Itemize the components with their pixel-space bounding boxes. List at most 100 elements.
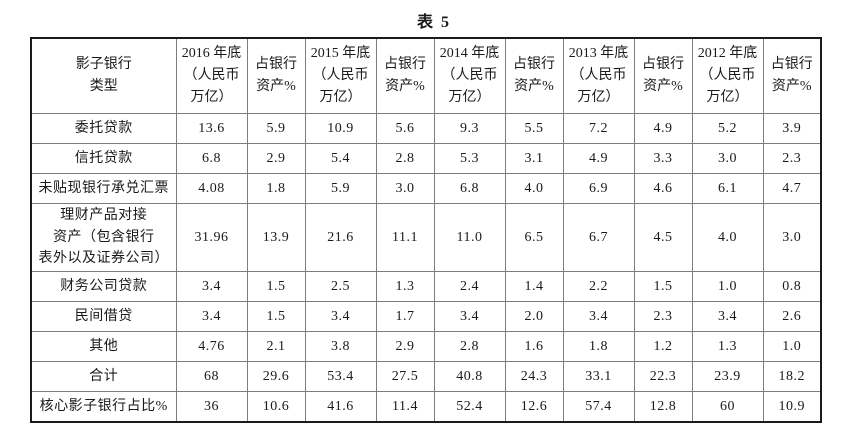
table-header-row: 影子银行 类型 2016 年底 （人民币 万亿） 占银行 资产% 2015 年底 （人… [30, 37, 822, 114]
data-cell: 4.76 [175, 331, 248, 363]
data-cell: 4.0 [504, 173, 564, 204]
data-cell: 3.0 [375, 173, 435, 204]
data-cell: 3.4 [562, 301, 635, 333]
data-cell: 2.3 [762, 143, 822, 174]
row-label: 其他 [30, 331, 177, 363]
data-cell: 6.5 [504, 202, 564, 273]
row-label: 合计 [30, 361, 177, 393]
data-cell: 1.3 [375, 271, 435, 303]
data-cell: 57.4 [562, 391, 635, 423]
column-header: 占银行 资产% [762, 37, 822, 114]
data-cell: 1.8 [246, 173, 306, 204]
data-cell: 3.0 [762, 202, 822, 273]
table-row: 未贴现银行承兑汇票 4.08 1.8 5.9 3.0 6.8 4.0 6.9 4.6 6.1 4.7 [30, 173, 822, 204]
data-cell: 31.96 [175, 202, 248, 273]
data-cell: 68 [175, 361, 248, 393]
data-cell: 33.1 [562, 361, 635, 393]
data-cell: 10.9 [304, 113, 377, 144]
data-cell: 53.4 [304, 361, 377, 393]
data-cell: 1.7 [375, 301, 435, 333]
column-header: 影子银行 类型 [30, 37, 177, 114]
data-cell: 5.6 [375, 113, 435, 144]
data-cell: 10.6 [246, 391, 306, 423]
table-row: 合计 68 29.6 53.4 27.5 40.8 24.3 33.1 22.3 23.9 18.2 [30, 361, 822, 393]
data-cell: 6.7 [562, 202, 635, 273]
data-cell: 18.2 [762, 361, 822, 393]
row-label: 理财产品对接 资产（包含银行 表外以及证券公司） [30, 202, 177, 273]
column-header: 2012 年底 （人民币 万亿） [691, 37, 764, 114]
data-cell: 4.6 [633, 173, 693, 204]
data-cell: 1.5 [633, 271, 693, 303]
data-cell: 12.8 [633, 391, 693, 423]
table-row: 理财产品对接 资产（包含银行 表外以及证券公司） 31.96 13.9 21.6 11.… [30, 202, 822, 273]
data-cell: 22.3 [633, 361, 693, 393]
data-cell: 3.4 [691, 301, 764, 333]
data-cell: 27.5 [375, 361, 435, 393]
data-cell: 1.5 [246, 271, 306, 303]
data-cell: 3.1 [504, 143, 564, 174]
data-cell: 2.6 [762, 301, 822, 333]
table-row: 核心影子银行占比% 36 10.6 41.6 11.4 52.4 12.6 57.4 12.8 6… [30, 391, 822, 423]
data-cell: 2.2 [562, 271, 635, 303]
data-cell: 12.6 [504, 391, 564, 423]
column-header: 占银行 资产% [633, 37, 693, 114]
data-cell: 11.0 [433, 202, 506, 273]
data-cell: 60 [691, 391, 764, 423]
data-cell: 7.2 [562, 113, 635, 144]
row-label: 核心影子银行占比% [30, 391, 177, 423]
table-body: 委托贷款 13.6 5.9 10.9 5.6 9.3 5.5 7.2 4.9 5.2 3.9 信托贷款… [30, 113, 822, 423]
data-cell: 1.0 [762, 331, 822, 363]
data-cell: 5.4 [304, 143, 377, 174]
shadow-banking-table: 影子银行 类型 2016 年底 （人民币 万亿） 占银行 资产% 2015 年底 （人… [30, 37, 822, 424]
data-cell: 1.2 [633, 331, 693, 363]
data-cell: 1.8 [562, 331, 635, 363]
data-cell: 36 [175, 391, 248, 423]
row-label: 民间借贷 [30, 301, 177, 333]
table-row: 信托贷款 6.8 2.9 5.4 2.8 5.3 3.1 4.9 3.3 3.0 2.3 [30, 143, 822, 174]
data-cell: 23.9 [691, 361, 764, 393]
data-cell: 10.9 [762, 391, 822, 423]
data-cell: 21.6 [304, 202, 377, 273]
row-label: 财务公司贷款 [30, 271, 177, 303]
data-cell: 29.6 [246, 361, 306, 393]
data-cell: 3.4 [175, 301, 248, 333]
data-cell: 6.8 [175, 143, 248, 174]
data-cell: 40.8 [433, 361, 506, 393]
data-cell: 1.3 [691, 331, 764, 363]
table-row: 其他 4.76 2.1 3.8 2.9 2.8 1.6 1.8 1.2 1.3 1.0 [30, 331, 822, 363]
data-cell: 3.0 [691, 143, 764, 174]
data-cell: 11.4 [375, 391, 435, 423]
data-cell: 0.8 [762, 271, 822, 303]
data-cell: 2.8 [433, 331, 506, 363]
column-header: 2013 年底 （人民币 万亿） [562, 37, 635, 114]
data-cell: 3.8 [304, 331, 377, 363]
column-header: 2014 年底 （人民币 万亿） [433, 37, 506, 114]
column-header: 占银行 资产% [504, 37, 564, 114]
data-cell: 6.9 [562, 173, 635, 204]
data-cell: 3.3 [633, 143, 693, 174]
data-cell: 1.4 [504, 271, 564, 303]
data-cell: 2.9 [246, 143, 306, 174]
row-label: 委托贷款 [30, 113, 177, 144]
data-cell: 1.6 [504, 331, 564, 363]
data-cell: 24.3 [504, 361, 564, 393]
data-cell: 1.5 [246, 301, 306, 333]
data-cell: 9.3 [433, 113, 506, 144]
data-cell: 3.9 [762, 113, 822, 144]
data-cell: 6.8 [433, 173, 506, 204]
column-header: 占银行 资产% [375, 37, 435, 114]
data-cell: 2.9 [375, 331, 435, 363]
data-cell: 4.08 [175, 173, 248, 204]
data-cell: 5.9 [304, 173, 377, 204]
data-cell: 41.6 [304, 391, 377, 423]
data-cell: 2.0 [504, 301, 564, 333]
column-header: 占银行 资产% [246, 37, 306, 114]
column-header: 2015 年底 （人民币 万亿） [304, 37, 377, 114]
data-cell: 2.1 [246, 331, 306, 363]
row-label: 未贴现银行承兑汇票 [30, 173, 177, 204]
data-cell: 1.0 [691, 271, 764, 303]
data-cell: 13.6 [175, 113, 248, 144]
data-cell: 4.9 [562, 143, 635, 174]
data-cell: 6.1 [691, 173, 764, 204]
table-caption: 表 5 [416, 14, 451, 31]
